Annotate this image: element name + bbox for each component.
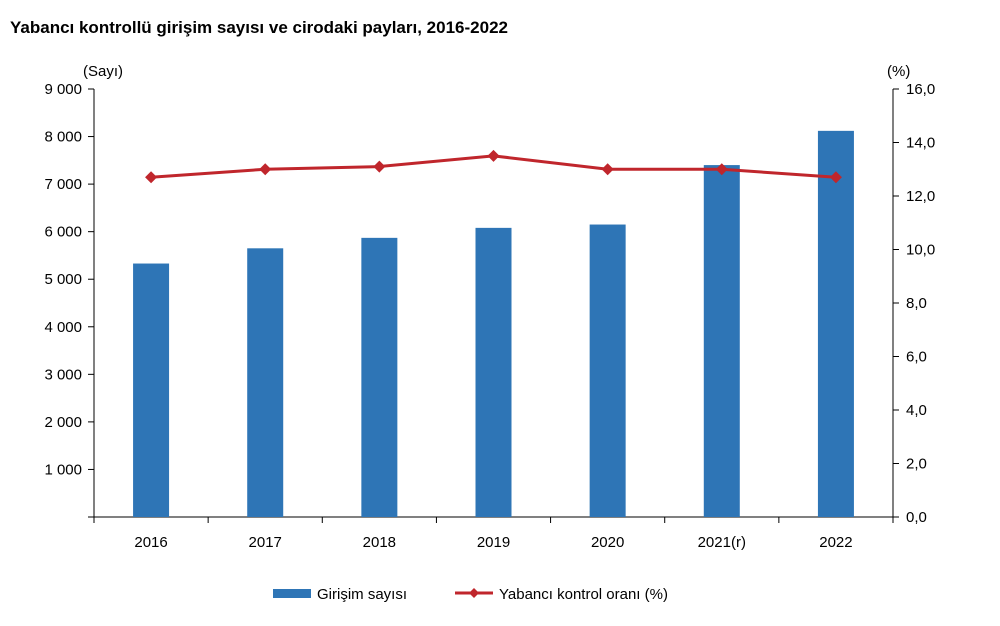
legend-label-line: Yabancı kontrol oranı (%) xyxy=(499,586,668,603)
bar-2022 xyxy=(817,130,854,518)
line-point-2021(r) xyxy=(715,163,728,176)
bars-group xyxy=(133,130,854,518)
bar-2016 xyxy=(133,263,170,517)
left-tick-label: 4 000 xyxy=(44,319,82,336)
x-tick-label: 2017 xyxy=(249,534,282,551)
left-tick-label: 3 000 xyxy=(44,366,82,383)
left-tick-label: 9 000 xyxy=(44,81,82,98)
right-tick-label: 2,0 xyxy=(906,456,927,473)
left-tick-label: 8 000 xyxy=(44,129,82,146)
line-point-2018 xyxy=(373,160,386,173)
line-point-2019 xyxy=(487,149,500,162)
right-tick-label: 4,0 xyxy=(906,402,927,419)
left-tick-label: 2 000 xyxy=(44,414,82,431)
x-tick-label: 2021(r) xyxy=(698,534,746,551)
x-tick-label: 2022 xyxy=(819,534,852,551)
right-tick-label: 8,0 xyxy=(906,295,927,312)
right-axis-unit-label: (%) xyxy=(887,63,910,80)
right-tick-label: 10,0 xyxy=(906,242,935,259)
right-tick-label: 12,0 xyxy=(906,188,935,205)
bar-2020 xyxy=(589,224,626,518)
x-tick-label: 2018 xyxy=(363,534,396,551)
line-point-2020 xyxy=(601,163,614,176)
line-group xyxy=(145,149,842,184)
left-axis-unit-label: (Sayı) xyxy=(83,63,123,80)
right-tick-label: 6,0 xyxy=(906,349,927,366)
legend-swatch-marker xyxy=(469,588,479,598)
x-tick-label: 2020 xyxy=(591,534,624,551)
bar-2021(r) xyxy=(703,165,740,518)
x-tick-label: 2016 xyxy=(134,534,167,551)
bar-2018 xyxy=(361,237,398,518)
right-tick-label: 16,0 xyxy=(906,81,935,98)
x-tick-label: 2019 xyxy=(477,534,510,551)
right-tick-label: 0,0 xyxy=(906,509,927,526)
left-tick-label: 6 000 xyxy=(44,224,82,241)
line-point-2022 xyxy=(829,171,842,184)
legend-swatch-bars xyxy=(273,589,311,598)
bar-2019 xyxy=(475,227,512,517)
tick-labels-group: 1 000 2 000 3 000 4 000 5 000 6 000 7 000 8 000… xyxy=(44,81,935,551)
right-tick-label: 14,0 xyxy=(906,135,935,152)
left-tick-label: 1 000 xyxy=(44,461,82,478)
bar-2017 xyxy=(247,248,284,518)
left-tick-label: 5 000 xyxy=(44,271,82,288)
legend: Girişim sayısı Yabancı kontrol oranı (%) xyxy=(273,586,668,603)
line-point-2017 xyxy=(259,163,272,176)
legend-label-bars: Girişim sayısı xyxy=(317,586,407,603)
chart-title: Yabancı kontrollü girişim sayısı ve ciro… xyxy=(10,18,508,37)
left-tick-label: 7 000 xyxy=(44,176,82,193)
line-point-2016 xyxy=(145,171,158,184)
